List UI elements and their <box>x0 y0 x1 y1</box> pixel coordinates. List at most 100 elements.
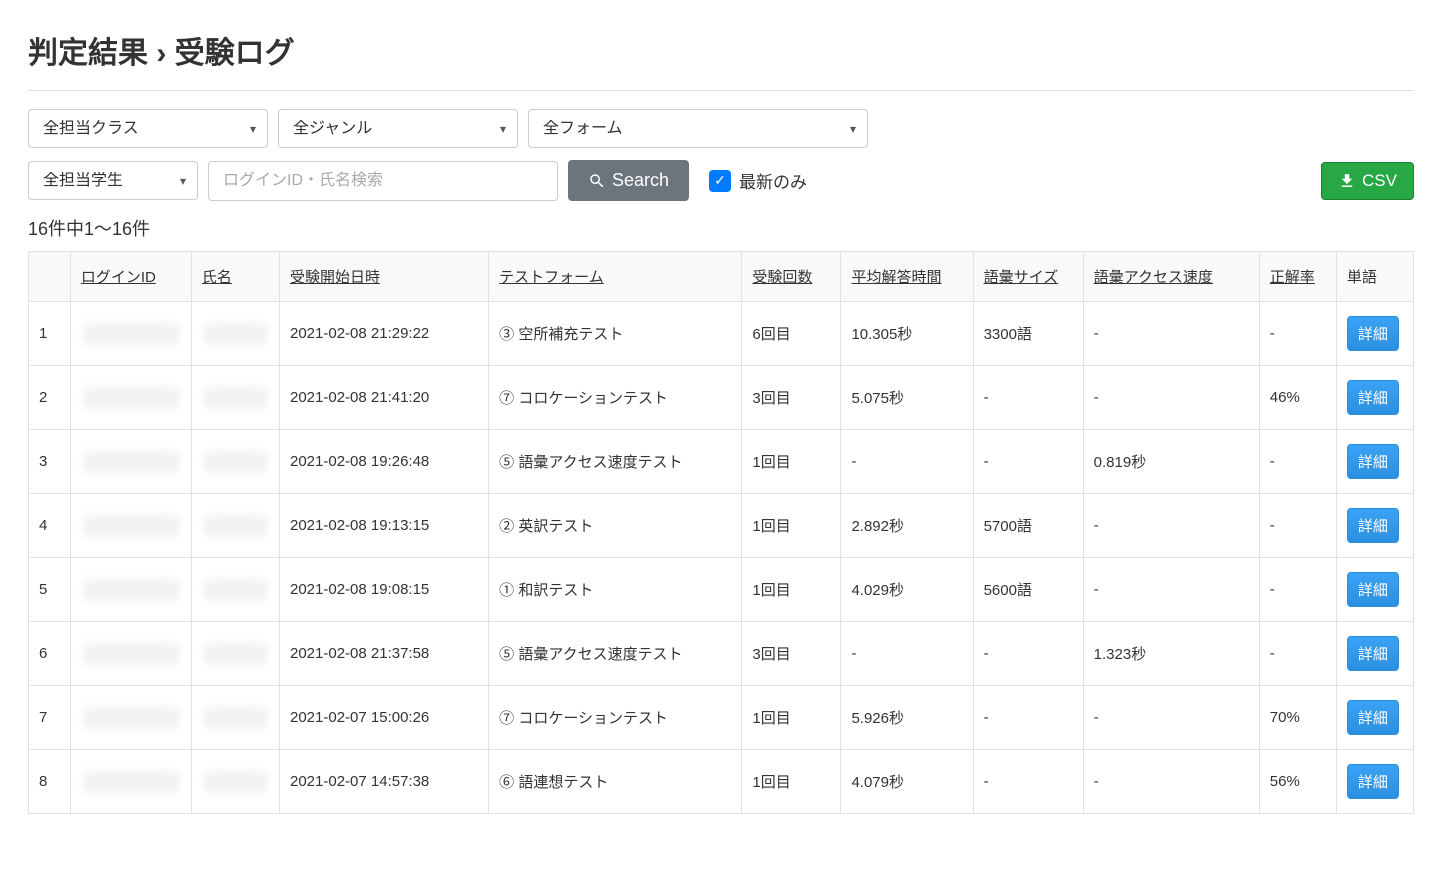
student-select[interactable]: 全担当学生 <box>28 161 198 200</box>
cell-count: 3回目 <box>742 366 841 430</box>
cell-correct: 56% <box>1259 750 1336 814</box>
col-access-speed[interactable]: 語彙アクセス速度 <box>1083 252 1259 302</box>
cell-avg-time: - <box>841 430 973 494</box>
search-button-label: Search <box>612 170 669 191</box>
cell-form: ② 英訳テスト <box>489 494 742 558</box>
cell-datetime: 2021-02-07 14:57:38 <box>279 750 488 814</box>
cell-login-id <box>70 302 191 366</box>
table-row: 52021-02-08 19:08:15① 和訳テスト1回目4.029秒5600… <box>29 558 1414 622</box>
cell-name <box>191 622 279 686</box>
col-vocab-size[interactable]: 語彙サイズ <box>973 252 1083 302</box>
cell-detail: 詳細 <box>1336 686 1413 750</box>
cell-correct: 70% <box>1259 686 1336 750</box>
cell-vocab-size: - <box>973 622 1083 686</box>
csv-button[interactable]: CSV <box>1321 162 1414 200</box>
search-icon <box>588 172 606 190</box>
results-table: ログインID 氏名 受験開始日時 テストフォーム 受験回数 平均解答時間 語彙サ… <box>28 251 1414 814</box>
cell-name <box>191 494 279 558</box>
search-button[interactable]: Search <box>568 160 689 201</box>
cell-count: 1回目 <box>742 686 841 750</box>
cell-vocab-size: - <box>973 430 1083 494</box>
download-icon <box>1338 172 1356 190</box>
cell-name <box>191 686 279 750</box>
cell-name <box>191 302 279 366</box>
detail-button[interactable]: 詳細 <box>1347 572 1399 607</box>
cell-form: ① 和訳テスト <box>489 558 742 622</box>
detail-button[interactable]: 詳細 <box>1347 636 1399 671</box>
cell-vocab-size: - <box>973 750 1083 814</box>
csv-button-label: CSV <box>1362 171 1397 191</box>
cell-datetime: 2021-02-08 21:37:58 <box>279 622 488 686</box>
cell-detail: 詳細 <box>1336 750 1413 814</box>
cell-correct: - <box>1259 430 1336 494</box>
cell-avg-time: 4.029秒 <box>841 558 973 622</box>
cell-name <box>191 558 279 622</box>
cell-datetime: 2021-02-08 19:26:48 <box>279 430 488 494</box>
cell-avg-time: 2.892秒 <box>841 494 973 558</box>
divider <box>28 90 1414 91</box>
page-title: 判定結果 › 受験ログ <box>28 28 1414 72</box>
cell-detail: 詳細 <box>1336 622 1413 686</box>
cell-vocab-size: 3300語 <box>973 302 1083 366</box>
cell-count: 1回目 <box>742 558 841 622</box>
cell-vocab-size: - <box>973 686 1083 750</box>
cell-datetime: 2021-02-08 21:29:22 <box>279 302 488 366</box>
detail-button[interactable]: 詳細 <box>1347 444 1399 479</box>
cell-detail: 詳細 <box>1336 430 1413 494</box>
cell-avg-time: 10.305秒 <box>841 302 973 366</box>
detail-button[interactable]: 詳細 <box>1347 380 1399 415</box>
cell-access-speed: - <box>1083 686 1259 750</box>
latest-only-checkbox-wrap[interactable]: ✓ 最新のみ <box>709 168 807 193</box>
cell-form: ⑦ コロケーションテスト <box>489 686 742 750</box>
table-header-row: ログインID 氏名 受験開始日時 テストフォーム 受験回数 平均解答時間 語彙サ… <box>29 252 1414 302</box>
cell-correct: - <box>1259 494 1336 558</box>
cell-form: ⑦ コロケーションテスト <box>489 366 742 430</box>
col-correct[interactable]: 正解率 <box>1259 252 1336 302</box>
cell-form: ⑤ 語彙アクセス速度テスト <box>489 430 742 494</box>
col-avg-time[interactable]: 平均解答時間 <box>841 252 973 302</box>
detail-button[interactable]: 詳細 <box>1347 700 1399 735</box>
cell-count: 6回目 <box>742 302 841 366</box>
cell-index: 2 <box>29 366 71 430</box>
cell-access-speed: - <box>1083 750 1259 814</box>
cell-vocab-size: 5700語 <box>973 494 1083 558</box>
cell-datetime: 2021-02-08 19:08:15 <box>279 558 488 622</box>
cell-index: 3 <box>29 430 71 494</box>
form-select[interactable]: 全フォーム <box>528 109 868 148</box>
cell-vocab-size: - <box>973 366 1083 430</box>
cell-count: 1回目 <box>742 430 841 494</box>
cell-index: 1 <box>29 302 71 366</box>
detail-button[interactable]: 詳細 <box>1347 508 1399 543</box>
cell-count: 3回目 <box>742 622 841 686</box>
cell-login-id <box>70 622 191 686</box>
search-input[interactable] <box>208 161 558 201</box>
col-datetime[interactable]: 受験開始日時 <box>279 252 488 302</box>
col-index <box>29 252 71 302</box>
col-name[interactable]: 氏名 <box>191 252 279 302</box>
table-row: 62021-02-08 21:37:58⑤ 語彙アクセス速度テスト3回目--1.… <box>29 622 1414 686</box>
col-count[interactable]: 受験回数 <box>742 252 841 302</box>
cell-form: ⑤ 語彙アクセス速度テスト <box>489 622 742 686</box>
detail-button[interactable]: 詳細 <box>1347 764 1399 799</box>
cell-access-speed: - <box>1083 494 1259 558</box>
cell-login-id <box>70 686 191 750</box>
genre-select[interactable]: 全ジャンル <box>278 109 518 148</box>
cell-form: ③ 空所補充テスト <box>489 302 742 366</box>
cell-correct: - <box>1259 302 1336 366</box>
table-row: 32021-02-08 19:26:48⑤ 語彙アクセス速度テスト1回目--0.… <box>29 430 1414 494</box>
cell-index: 4 <box>29 494 71 558</box>
cell-login-id <box>70 366 191 430</box>
col-word: 単語 <box>1336 252 1413 302</box>
cell-access-speed: 0.819秒 <box>1083 430 1259 494</box>
col-form[interactable]: テストフォーム <box>489 252 742 302</box>
class-select[interactable]: 全担当クラス <box>28 109 268 148</box>
cell-access-speed: - <box>1083 366 1259 430</box>
cell-count: 1回目 <box>742 750 841 814</box>
cell-datetime: 2021-02-08 21:41:20 <box>279 366 488 430</box>
cell-avg-time: 5.926秒 <box>841 686 973 750</box>
cell-avg-time: 5.075秒 <box>841 366 973 430</box>
filter-row-1: 全担当クラス 全ジャンル 全フォーム <box>28 109 1414 148</box>
cell-datetime: 2021-02-07 15:00:26 <box>279 686 488 750</box>
col-login-id[interactable]: ログインID <box>70 252 191 302</box>
detail-button[interactable]: 詳細 <box>1347 316 1399 351</box>
